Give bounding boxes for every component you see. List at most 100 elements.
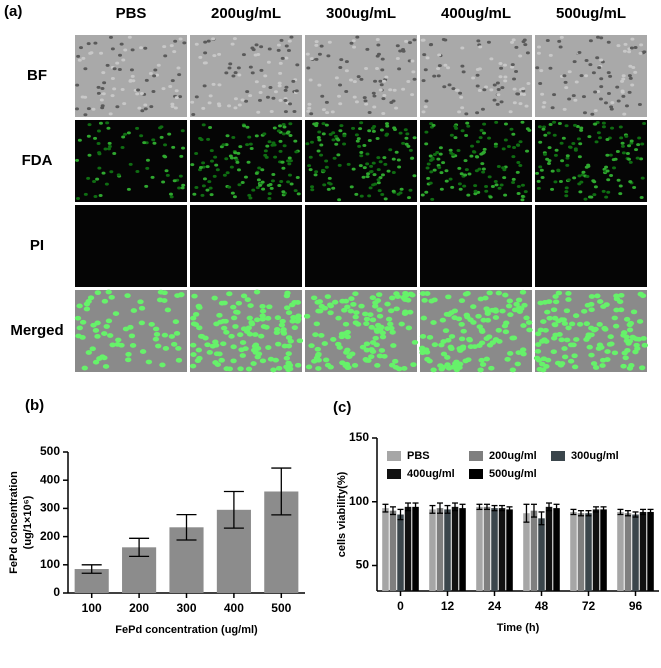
cell	[128, 333, 136, 339]
cell	[194, 186, 199, 190]
cell	[258, 333, 265, 339]
cell	[552, 133, 557, 137]
cell	[83, 192, 88, 196]
y-tick-label: 150	[349, 430, 369, 444]
cell	[277, 84, 282, 88]
cell	[324, 123, 329, 127]
cell	[344, 329, 351, 335]
bar	[592, 509, 600, 591]
error-bar	[476, 503, 483, 511]
cell	[221, 300, 228, 306]
cell	[576, 321, 584, 327]
cell	[606, 40, 611, 44]
cell	[217, 83, 222, 87]
cell	[125, 357, 132, 363]
cell	[387, 308, 395, 314]
cell	[283, 88, 288, 92]
cell	[295, 176, 300, 180]
cell	[519, 92, 524, 96]
cell	[564, 190, 569, 194]
error-bar	[452, 502, 459, 512]
cell	[551, 315, 559, 321]
cell	[595, 56, 600, 60]
cell	[207, 180, 212, 184]
cell	[577, 155, 582, 159]
cell	[411, 340, 419, 345]
cell	[512, 77, 517, 81]
cell	[366, 172, 371, 176]
cell	[562, 107, 567, 111]
cell	[556, 169, 561, 173]
cell	[168, 334, 176, 339]
cell	[436, 74, 441, 78]
cell	[473, 189, 478, 193]
cell	[238, 145, 243, 149]
cell	[392, 358, 399, 364]
cell	[316, 299, 323, 305]
cell	[105, 121, 110, 125]
cell	[565, 154, 570, 158]
cell	[308, 155, 313, 159]
cell	[314, 40, 319, 44]
cell	[348, 296, 355, 302]
cell	[319, 44, 324, 48]
cell	[624, 134, 629, 138]
cell	[623, 334, 630, 340]
cell	[381, 353, 388, 359]
cell	[509, 367, 517, 373]
cell	[276, 43, 281, 47]
cell	[261, 187, 266, 191]
cell	[228, 62, 233, 66]
cell	[452, 361, 459, 366]
cell	[178, 174, 183, 178]
cell	[287, 338, 294, 344]
cell	[334, 76, 339, 80]
cell	[208, 186, 213, 190]
cell	[97, 166, 102, 170]
cell	[633, 45, 638, 49]
cell	[231, 135, 236, 139]
cell	[342, 142, 347, 146]
cell	[445, 294, 452, 300]
cell	[189, 363, 197, 369]
cell	[201, 161, 206, 165]
cell	[514, 361, 521, 367]
cell	[101, 298, 109, 304]
cell	[291, 325, 299, 331]
cell	[541, 105, 546, 109]
cell	[259, 316, 266, 322]
cell	[121, 58, 126, 62]
cell	[250, 361, 257, 366]
cell	[499, 100, 504, 104]
legend-label: 500ug/ml	[489, 468, 537, 480]
cell	[552, 93, 557, 97]
cell	[170, 102, 175, 106]
cell	[630, 37, 635, 41]
cell	[267, 47, 272, 51]
cell	[122, 102, 127, 106]
cell	[369, 295, 377, 301]
cell	[426, 176, 431, 180]
bar	[451, 506, 459, 591]
cell	[612, 323, 620, 329]
bar	[530, 510, 538, 591]
cell	[410, 93, 415, 97]
micrograph	[75, 120, 187, 202]
cell	[319, 153, 324, 157]
cell	[206, 349, 213, 355]
cell	[305, 364, 313, 370]
cell	[336, 153, 341, 157]
cell	[317, 130, 322, 134]
cell	[191, 112, 196, 116]
cell	[321, 169, 326, 173]
error-bar	[382, 503, 389, 513]
cell	[456, 148, 461, 152]
cell	[502, 292, 509, 298]
cell	[616, 44, 621, 48]
cell	[579, 128, 584, 132]
bar	[498, 508, 506, 591]
row-label: BF	[27, 67, 47, 84]
legend-label: 400ug/ml	[407, 468, 455, 480]
cell	[460, 129, 465, 133]
cell	[442, 85, 447, 89]
